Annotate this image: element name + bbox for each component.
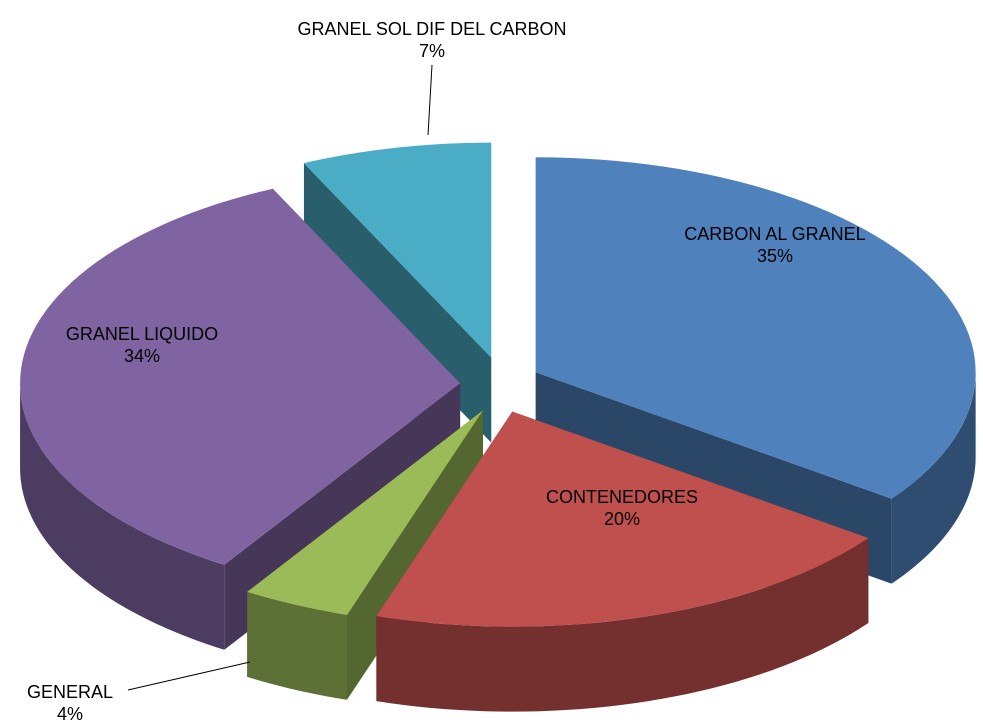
category-label: CARBON AL GRANEL (684, 224, 866, 244)
value-label: 35% (756, 246, 794, 266)
slice (376, 411, 869, 627)
slice (20, 188, 461, 565)
slice-wall (376, 538, 869, 712)
category-label: GENERAL (26, 682, 114, 702)
value-label: 20% (603, 509, 641, 529)
slice-wall (20, 383, 225, 650)
slice-wall (891, 372, 976, 584)
slice-wall (247, 591, 348, 700)
data-label: GRANEL SOL DIF DEL CARBON 7% (297, 18, 567, 62)
leader-line (427, 64, 433, 136)
slice (376, 411, 869, 712)
category-label: CONTENEDORES (545, 487, 699, 507)
category-label: GRANEL LIQUIDO (65, 324, 219, 344)
data-label: GRANEL LIQUIDO 34% (66, 323, 218, 367)
slice (535, 157, 976, 499)
value-label: 4% (56, 704, 83, 724)
data-label: GENERAL 4% (27, 681, 113, 725)
leader-line (127, 661, 251, 691)
value-label: 7% (418, 41, 445, 61)
data-label: CARBON AL GRANEL 35% (684, 223, 865, 267)
category-label: GRANEL SOL DIF DEL CARBON (297, 19, 567, 39)
data-label: CONTENEDORES 20% (546, 486, 698, 530)
slice (247, 410, 483, 615)
slice (303, 142, 492, 358)
value-label: 34% (123, 346, 161, 366)
